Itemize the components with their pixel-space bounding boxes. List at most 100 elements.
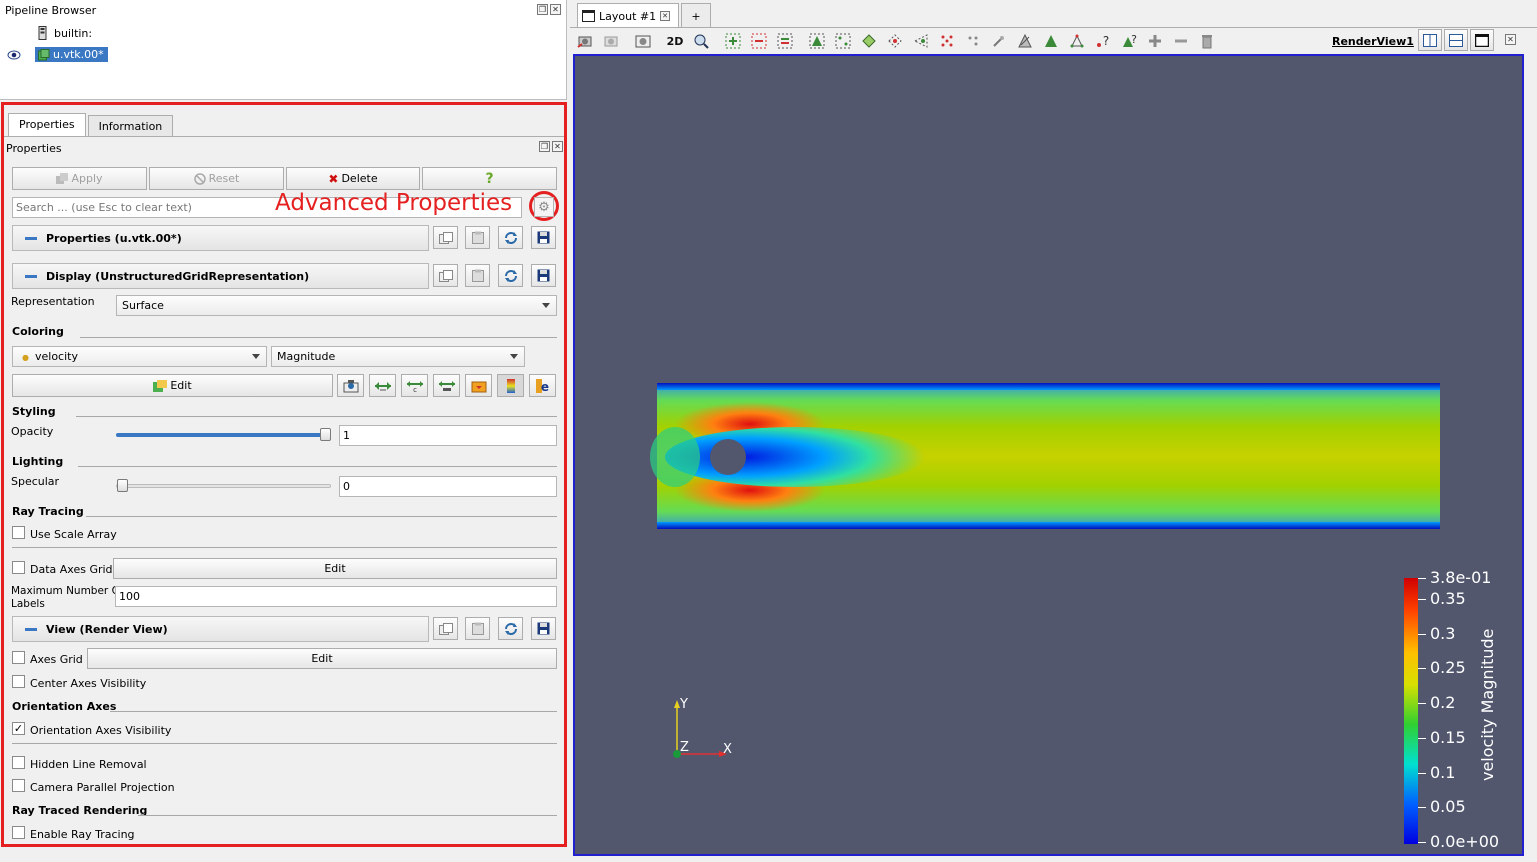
rescale-temporal-range-icon[interactable] bbox=[433, 374, 460, 397]
grow-selection-icon[interactable] bbox=[1042, 32, 1060, 50]
reset-camera-icon[interactable] bbox=[576, 32, 594, 50]
select-cells-icon[interactable] bbox=[724, 32, 742, 50]
tab-information[interactable]: Information bbox=[87, 115, 174, 137]
help-button[interactable]: ? bbox=[422, 167, 557, 190]
paste-icon[interactable] bbox=[465, 226, 490, 249]
query-selection-icon[interactable]: ? bbox=[1120, 32, 1138, 50]
specular-input[interactable]: 0 bbox=[339, 476, 557, 497]
axes-grid-edit-button[interactable]: Edit bbox=[87, 648, 557, 669]
float-icon[interactable]: ❐ bbox=[539, 141, 550, 152]
properties-search-input[interactable]: Search ... (use Esc to clear text) bbox=[12, 197, 522, 218]
select-points-on-icon[interactable] bbox=[808, 32, 826, 50]
close-view-icon[interactable]: ✕ bbox=[1505, 34, 1516, 45]
opacity-slider-handle[interactable] bbox=[320, 428, 331, 441]
advanced-properties-gear-icon[interactable]: ⚙ bbox=[534, 197, 554, 217]
section-properties[interactable]: Properties (u.vtk.00*) bbox=[12, 225, 429, 251]
close-icon[interactable]: ✕ bbox=[550, 4, 561, 15]
zoom-to-box-icon[interactable] bbox=[692, 32, 710, 50]
pipeline-item-u-vtk[interactable]: u.vtk.00* bbox=[35, 47, 108, 62]
close-icon[interactable]: ✕ bbox=[660, 11, 671, 21]
toggle-2d-icon[interactable]: 2D bbox=[666, 34, 684, 48]
color-legend-tick-label: 3.8e-01 bbox=[1430, 568, 1492, 587]
find-data-icon[interactable]: ? bbox=[1094, 32, 1112, 50]
properties-title: Properties bbox=[6, 142, 62, 155]
copy-icon[interactable] bbox=[433, 264, 458, 287]
render-view-label[interactable]: RenderView1 bbox=[1332, 35, 1414, 48]
color-component-select[interactable]: Magnitude bbox=[271, 346, 525, 367]
max-labels-input[interactable]: 100 bbox=[115, 586, 557, 607]
select-cells-polygon-icon[interactable] bbox=[860, 32, 878, 50]
specular-slider-handle[interactable] bbox=[117, 479, 128, 492]
properties-panel-highlight: Properties Information Properties ❐ ✕ Ap… bbox=[1, 102, 567, 847]
edit-label: Edit bbox=[170, 379, 192, 392]
paste-icon[interactable] bbox=[465, 617, 490, 640]
camera-parallel-checkbox[interactable] bbox=[12, 779, 25, 792]
save-icon[interactable] bbox=[531, 264, 556, 287]
split-horizontal-icon[interactable] bbox=[1418, 29, 1442, 51]
section-view[interactable]: View (Render View) bbox=[12, 616, 429, 642]
select-block-icon[interactable] bbox=[912, 32, 930, 50]
orientation-axes-checkbox[interactable]: ✓ bbox=[12, 722, 25, 735]
tab-properties[interactable]: Properties bbox=[8, 113, 86, 137]
split-vertical-icon[interactable] bbox=[1444, 29, 1468, 51]
representation-select[interactable]: Surface bbox=[116, 295, 557, 316]
add-selection-icon[interactable] bbox=[1146, 32, 1164, 50]
select-points-through-icon[interactable] bbox=[834, 32, 852, 50]
remove-selection-icon[interactable] bbox=[1172, 32, 1190, 50]
enable-ray-tracing-checkbox[interactable] bbox=[12, 826, 25, 839]
reload-icon[interactable] bbox=[498, 226, 523, 249]
reload-icon[interactable] bbox=[498, 617, 523, 640]
data-axes-grid-checkbox[interactable] bbox=[12, 561, 25, 574]
select-points-polygon-icon[interactable] bbox=[886, 32, 904, 50]
opacity-slider-track[interactable] bbox=[116, 433, 331, 437]
paste-icon[interactable] bbox=[465, 264, 490, 287]
subtract-selection-icon[interactable] bbox=[750, 32, 768, 50]
clear-selection-icon[interactable] bbox=[1198, 32, 1216, 50]
close-icon[interactable]: ✕ bbox=[552, 141, 563, 152]
toggle-selection-icon[interactable] bbox=[776, 32, 794, 50]
eye-icon[interactable] bbox=[7, 50, 21, 60]
save-icon[interactable] bbox=[531, 617, 556, 640]
pipeline-item-builtin[interactable]: builtin: bbox=[38, 26, 92, 40]
edit-colorbar-icon[interactable]: e bbox=[529, 374, 556, 397]
color-legend-tick bbox=[1418, 773, 1426, 774]
selected-source[interactable]: u.vtk.00* bbox=[35, 47, 108, 62]
color-legend-tick bbox=[1418, 703, 1426, 704]
use-scale-array-checkbox[interactable] bbox=[12, 526, 25, 539]
delete-button[interactable]: ✖ Delete bbox=[286, 167, 420, 190]
reload-icon[interactable] bbox=[498, 264, 523, 287]
interactive-select-points-icon[interactable] bbox=[964, 32, 982, 50]
reset-camera-closest-icon[interactable] bbox=[602, 32, 620, 50]
rescale-custom-range-icon[interactable]: c bbox=[401, 374, 428, 397]
interactive-select-cells-icon[interactable] bbox=[938, 32, 956, 50]
float-icon[interactable]: ❐ bbox=[537, 4, 548, 15]
specular-slider-track[interactable] bbox=[116, 484, 331, 488]
render-view-viewport[interactable]: Y Z X 3.8e-01 0.35 0.3 0.25 0.2 0.15 0.1 0.05 0.… bbox=[573, 54, 1524, 856]
toggle-colorbar-icon[interactable] bbox=[497, 374, 524, 397]
color-preset-icon[interactable] bbox=[337, 374, 364, 397]
capture-screenshot-icon[interactable] bbox=[634, 32, 652, 50]
copy-icon[interactable] bbox=[433, 226, 458, 249]
opacity-input[interactable]: 1 bbox=[339, 425, 557, 446]
save-icon[interactable] bbox=[531, 226, 556, 249]
hover-cells-icon[interactable] bbox=[1016, 32, 1034, 50]
shrink-selection-icon[interactable] bbox=[1068, 32, 1086, 50]
data-axes-grid-edit-button[interactable]: Edit bbox=[113, 558, 557, 579]
apply-button[interactable]: Apply bbox=[12, 167, 147, 190]
color-array-select[interactable]: ● velocity bbox=[12, 346, 267, 367]
reset-button[interactable]: Reset bbox=[149, 167, 284, 190]
edit-colormap-button[interactable]: Edit bbox=[12, 374, 333, 397]
hover-points-icon[interactable] bbox=[990, 32, 1008, 50]
hidden-line-checkbox[interactable] bbox=[12, 756, 25, 769]
maximize-icon[interactable] bbox=[1470, 29, 1494, 51]
add-layout-tab-button[interactable]: + bbox=[681, 3, 711, 28]
axes-grid-checkbox[interactable] bbox=[12, 651, 25, 664]
section-display[interactable]: Display (UnstructuredGridRepresentation) bbox=[12, 263, 429, 289]
center-axes-checkbox[interactable] bbox=[12, 675, 25, 688]
rescale-data-range-icon[interactable] bbox=[369, 374, 396, 397]
copy-icon[interactable] bbox=[433, 617, 458, 640]
color-component-value: Magnitude bbox=[277, 350, 336, 363]
tab-layout-1[interactable]: Layout #1 ✕ bbox=[577, 3, 679, 28]
layout-icon bbox=[582, 10, 595, 22]
rescale-visible-range-icon[interactable] bbox=[465, 374, 492, 397]
